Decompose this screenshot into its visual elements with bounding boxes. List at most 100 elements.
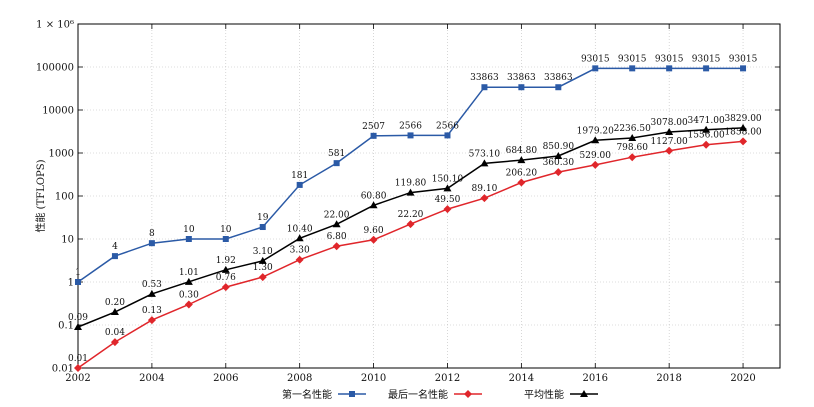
- average-data-label: 1.92: [216, 256, 236, 266]
- average-point: [369, 201, 378, 209]
- average-series: 0.09 0.20 0.53 1.01 1.92 3.10 10.40 22.00 60.80 1…: [68, 114, 762, 330]
- first-place-point: [444, 132, 451, 139]
- first-place-point: [481, 84, 488, 91]
- last-place-point: [184, 300, 193, 309]
- last-place-data-label: 1858.00: [724, 127, 761, 137]
- y-tick-label: 1000: [49, 149, 74, 160]
- y-tick-label: 0.1: [58, 321, 74, 332]
- average-point: [184, 277, 193, 285]
- first-place-data-label: 93015: [581, 54, 610, 64]
- average-point: [702, 125, 711, 133]
- last-place-data-label: 0.04: [105, 328, 125, 338]
- first-place-point: [555, 84, 562, 91]
- first-place-data-label: 33863: [507, 73, 536, 83]
- grid: [77, 23, 780, 369]
- first-place-legend-label: 第一名性能: [282, 388, 332, 401]
- first-place-legend-marker: [349, 391, 355, 397]
- last-place-point: [221, 283, 230, 292]
- average-data-label: 150.10: [432, 174, 464, 184]
- first-place-data-label: 93015: [618, 54, 647, 64]
- first-place-point: [703, 65, 710, 72]
- last-place-point: [554, 168, 563, 177]
- y-tick-label: 10: [61, 235, 74, 246]
- x-tick-label: 2020: [730, 373, 755, 384]
- last-place-point: [295, 255, 304, 264]
- x-tick-label: 2006: [213, 373, 238, 384]
- average-data-label: 10.40: [287, 224, 313, 234]
- last-place-point: [147, 316, 156, 325]
- last-place-data-label: 1556.00: [687, 131, 724, 141]
- first-place-series: 1 4 8 10 10 19 181 581 2507 2566 2566 33863 33863 338…: [75, 54, 758, 285]
- average-data-label: 1.01: [179, 268, 199, 278]
- last-place-data-label: 206.20: [506, 168, 538, 178]
- last-place-data-label: 0.30: [179, 290, 199, 300]
- first-place-data-label: 33863: [470, 73, 499, 83]
- last-place-point: [406, 220, 415, 229]
- first-place-data-label: 93015: [729, 54, 758, 64]
- x-tick-label: 2012: [435, 373, 460, 384]
- average-point: [739, 123, 748, 131]
- average-point: [554, 152, 563, 160]
- last-place-data-label: 0.01: [68, 354, 88, 364]
- average-point: [443, 184, 452, 192]
- average-data-label: 684.80: [506, 146, 538, 156]
- average-point: [332, 220, 341, 228]
- average-data-label: 3471.00: [687, 116, 724, 126]
- last-place-point: [258, 273, 267, 282]
- y-axis-title: 性能 (TFLOPS): [34, 159, 47, 232]
- first-place-point: [259, 224, 266, 231]
- first-place-point: [333, 160, 340, 167]
- average-data-label: 3078.00: [651, 118, 688, 128]
- average-point: [517, 156, 526, 164]
- first-place-point: [222, 236, 229, 242]
- average-data-label: 573.10: [469, 149, 501, 159]
- last-place-data-label: 49.50: [435, 195, 461, 205]
- last-place-data-label: 529.00: [580, 151, 612, 161]
- x-tick-label: 2010: [361, 373, 386, 384]
- last-place-data-label: 798.60: [616, 143, 648, 153]
- x-tick-label: 2008: [287, 373, 312, 384]
- last-place-point: [110, 338, 119, 347]
- first-place-point: [111, 253, 118, 260]
- first-place-data-label: 2566: [436, 121, 459, 131]
- average-point: [591, 136, 600, 144]
- first-place-data-label: 93015: [655, 54, 684, 64]
- last-place-point: [591, 160, 600, 169]
- average-data-label: 3829.00: [724, 114, 761, 124]
- x-tick-label: 2014: [509, 373, 534, 384]
- last-place-point: [702, 140, 711, 149]
- last-place-data-label: 22.20: [398, 210, 424, 220]
- average-legend-label: 平均性能: [524, 388, 564, 401]
- first-place-data-label: 8: [149, 229, 155, 239]
- first-place-point: [740, 65, 747, 72]
- y-tick-label: 100: [55, 192, 74, 203]
- average-point: [295, 234, 304, 242]
- last-place-point: [74, 364, 82, 372]
- last-place-data-label: 3.30: [290, 246, 310, 256]
- last-place-data-label: 0.13: [142, 306, 162, 316]
- first-place-point: [370, 132, 377, 139]
- average-data-label: 0.53: [142, 280, 162, 290]
- average-point: [258, 256, 267, 264]
- last-place-line: [77, 140, 744, 369]
- average-data-label: 0.09: [68, 313, 88, 323]
- first-place-data-label: 10: [220, 225, 232, 235]
- average-point: [221, 265, 230, 273]
- y-tick-label: 0.01: [52, 364, 74, 375]
- last-place-data-label: 360.30: [543, 158, 575, 168]
- y-tick-label: 100000: [36, 63, 74, 74]
- last-place-data-label: 0.76: [216, 273, 236, 283]
- average-data-label: 60.80: [361, 191, 387, 201]
- average-point: [480, 159, 489, 167]
- last-place-point: [628, 153, 637, 162]
- average-point: [628, 133, 637, 141]
- y-tick-label: 1: [68, 278, 74, 289]
- x-tick-label: 2002: [65, 373, 90, 384]
- y-tick-label: 1 × 10⁶: [36, 20, 74, 31]
- last-place-point: [480, 194, 489, 203]
- average-point: [74, 322, 82, 330]
- first-place-data-label: 1: [75, 268, 81, 278]
- last-place-data-label: 89.10: [472, 184, 498, 194]
- average-data-label: 850.90: [543, 142, 575, 152]
